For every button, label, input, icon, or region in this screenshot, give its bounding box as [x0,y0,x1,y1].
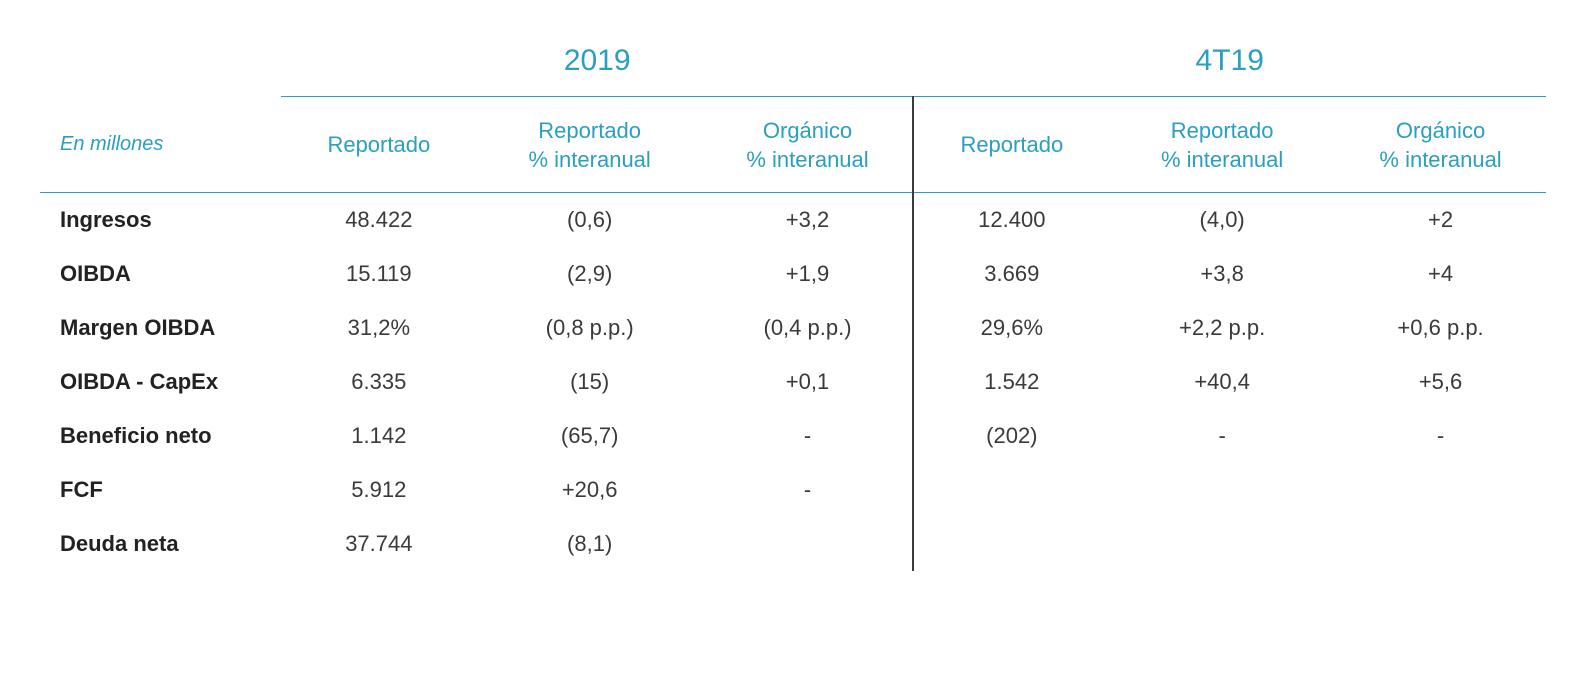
cell-p1-rep: 15.119 [281,247,477,301]
col-p1-organico-interanual: Orgánico % interanual [703,97,914,193]
cell-p2-rep-yoy: +2,2 p.p. [1109,301,1335,355]
cell-p2-org-yoy: - [1335,409,1546,463]
cell-p1-rep: 6.335 [281,355,477,409]
cell-p2-rep: 3.669 [913,247,1109,301]
column-header-row: En millones Reportado Reportado % intera… [40,97,1546,193]
cell-p1-rep: 48.422 [281,193,477,248]
row-deuda-neta: Deuda neta 37.744 (8,1) [40,517,1546,571]
cell-p2-rep-yoy: +3,8 [1109,247,1335,301]
cell-p2-org-yoy: +5,6 [1335,355,1546,409]
col-text-line1: Reportado [1171,118,1274,143]
cell-p2-rep-yoy [1109,517,1335,571]
cell-p1-org-yoy: +1,9 [703,247,914,301]
cell-p1-org-yoy: +3,2 [703,193,914,248]
blank-corner [40,30,281,97]
cell-p1-org-yoy: (0,4 p.p.) [703,301,914,355]
cell-p2-rep-yoy: (4,0) [1109,193,1335,248]
cell-p1-rep-yoy: (0,6) [477,193,703,248]
cell-p1-rep-yoy: (8,1) [477,517,703,571]
unit-label: En millones [40,97,281,193]
col-text-line1: Reportado [538,118,641,143]
cell-p1-rep: 1.142 [281,409,477,463]
cell-p1-rep-yoy: (15) [477,355,703,409]
col-p2-reportado: Reportado [913,97,1109,193]
col-text-line1: Orgánico [1396,118,1485,143]
cell-p2-rep: (202) [913,409,1109,463]
cell-p2-rep: 29,6% [913,301,1109,355]
cell-p2-rep-yoy: - [1109,409,1335,463]
cell-p1-rep: 5.912 [281,463,477,517]
period-1-title: 2019 [281,30,913,97]
cell-p1-org-yoy: - [703,463,914,517]
cell-p1-rep: 37.744 [281,517,477,571]
row-label: Ingresos [40,193,281,248]
col-p1-reportado: Reportado [281,97,477,193]
col-p2-organico-interanual: Orgánico % interanual [1335,97,1546,193]
row-fcf: FCF 5.912 +20,6 - [40,463,1546,517]
cell-p2-rep [913,517,1109,571]
col-text-line2: % interanual [746,147,868,172]
col-text-line1: Orgánico [763,118,852,143]
period-header-row: 2019 4T19 [40,30,1546,97]
row-label: Margen OIBDA [40,301,281,355]
cell-p2-org-yoy [1335,517,1546,571]
cell-p2-rep-yoy: +40,4 [1109,355,1335,409]
row-oibda: OIBDA 15.119 (2,9) +1,9 3.669 +3,8 +4 [40,247,1546,301]
col-p2-reportado-interanual: Reportado % interanual [1109,97,1335,193]
cell-p2-rep: 1.542 [913,355,1109,409]
cell-p2-org-yoy: +4 [1335,247,1546,301]
cell-p1-org-yoy [703,517,914,571]
row-label: OIBDA - CapEx [40,355,281,409]
row-label: Beneficio neto [40,409,281,463]
cell-p1-org-yoy: +0,1 [703,355,914,409]
financial-table: 2019 4T19 En millones Reportado Reportad… [40,30,1546,571]
cell-p1-rep-yoy: (0,8 p.p.) [477,301,703,355]
row-label: OIBDA [40,247,281,301]
cell-p1-rep: 31,2% [281,301,477,355]
col-text-line2: % interanual [529,147,651,172]
row-oibda-capex: OIBDA - CapEx 6.335 (15) +0,1 1.542 +40,… [40,355,1546,409]
period-2-title: 4T19 [913,30,1546,97]
col-text-line2: % interanual [1379,147,1501,172]
cell-p2-rep: 12.400 [913,193,1109,248]
cell-p2-org-yoy: +2 [1335,193,1546,248]
cell-p2-org-yoy [1335,463,1546,517]
cell-p1-rep-yoy: +20,6 [477,463,703,517]
row-margen-oibda: Margen OIBDA 31,2% (0,8 p.p.) (0,4 p.p.)… [40,301,1546,355]
cell-p1-rep-yoy: (2,9) [477,247,703,301]
row-label: Deuda neta [40,517,281,571]
cell-p2-org-yoy: +0,6 p.p. [1335,301,1546,355]
row-label: FCF [40,463,281,517]
col-text-line2: % interanual [1161,147,1283,172]
cell-p1-org-yoy: - [703,409,914,463]
col-p1-reportado-interanual: Reportado % interanual [477,97,703,193]
cell-p2-rep [913,463,1109,517]
row-ingresos: Ingresos 48.422 (0,6) +3,2 12.400 (4,0) … [40,193,1546,248]
cell-p1-rep-yoy: (65,7) [477,409,703,463]
row-beneficio-neto: Beneficio neto 1.142 (65,7) - (202) - - [40,409,1546,463]
cell-p2-rep-yoy [1109,463,1335,517]
